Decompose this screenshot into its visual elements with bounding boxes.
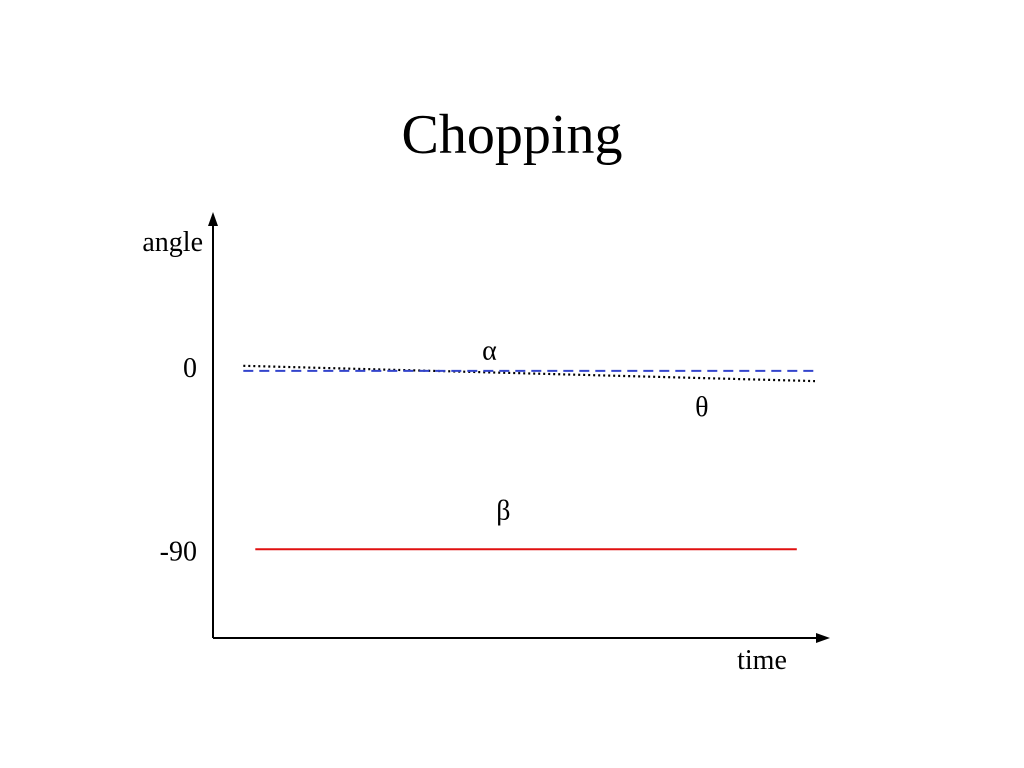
y-axis-label: angle	[142, 227, 203, 258]
y-axis-arrow-icon	[208, 212, 218, 226]
x-axis-label: time	[737, 645, 787, 676]
chart-labels-layer: angle time 0 -90 α θ β	[142, 227, 787, 676]
y-tick-label: -90	[160, 536, 197, 567]
slide-title: Chopping	[401, 104, 623, 166]
series-annotation-label: θ	[695, 392, 708, 423]
chart-axes	[208, 212, 830, 643]
x-axis-arrow-icon	[816, 633, 830, 643]
series-annotation-label: α	[482, 336, 497, 367]
series-annotation-label: β	[496, 496, 510, 527]
y-tick-label: 0	[183, 353, 197, 384]
chart-series-layer	[243, 364, 816, 551]
series-line-1	[243, 364, 816, 383]
